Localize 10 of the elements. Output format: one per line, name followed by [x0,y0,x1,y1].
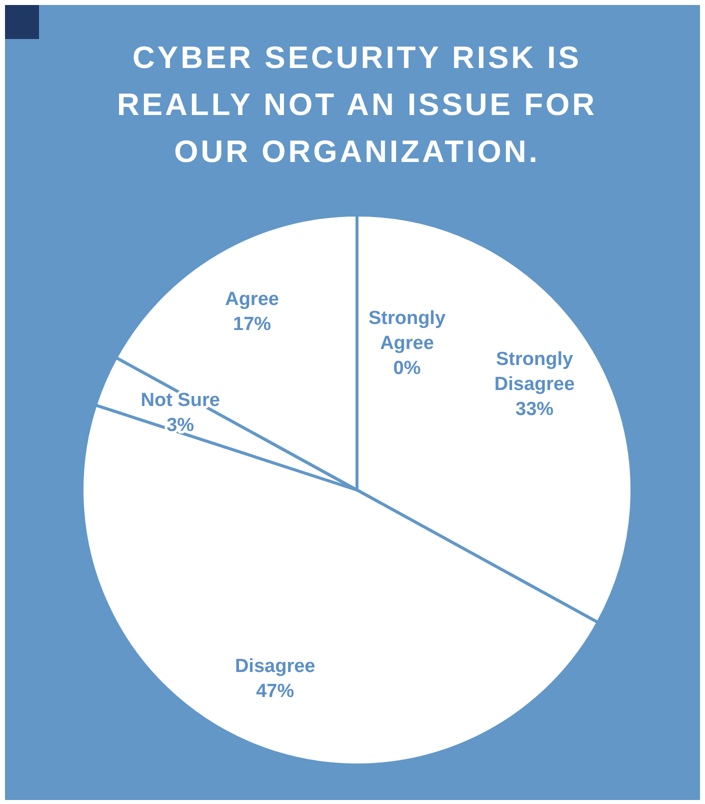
text: 0% [393,358,421,379]
category-label: Strongly Agree [368,308,446,354]
data-label: 17% [232,314,272,335]
slice-label: Strongly Disagree [494,349,575,396]
data-label: 47% [256,680,294,702]
data-label: 3% [166,415,194,436]
slice-label: Disagree [234,656,316,677]
chart-title: CYBER SECURITY RISK IS REALLY NOT AN ISSUE FOR OUR ORGANIZATION. [116,40,598,170]
slice-label: Agree [225,288,279,310]
data-label: 33% [516,399,554,420]
